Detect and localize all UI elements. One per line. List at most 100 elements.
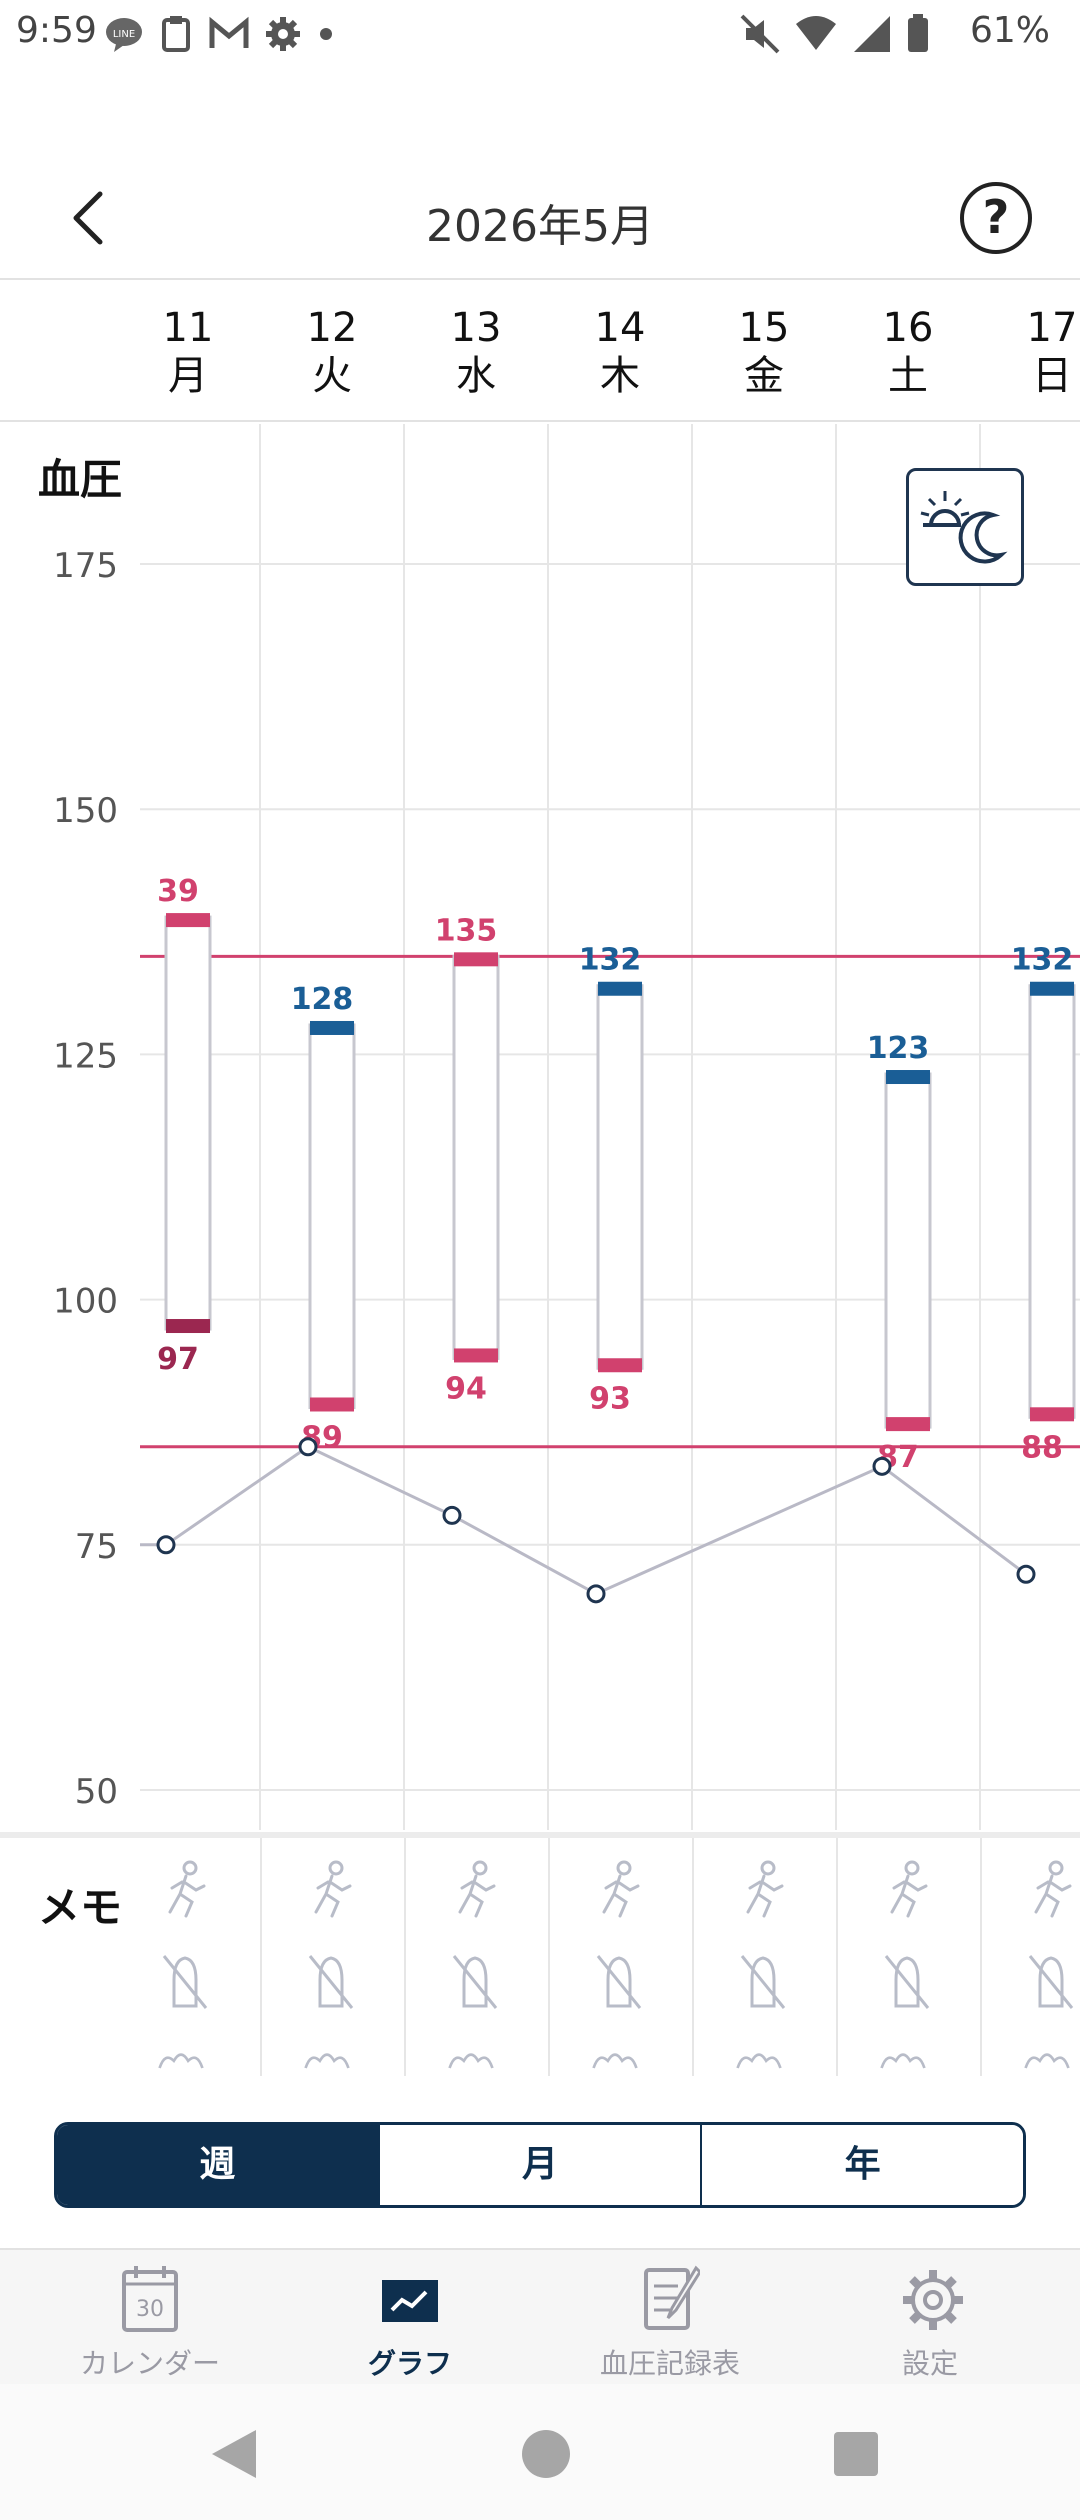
diastolic-marker xyxy=(454,1348,498,1363)
no-salt-icon xyxy=(740,1955,786,2009)
mute-icon xyxy=(740,14,780,54)
calendar-icon: 30 xyxy=(122,2266,178,2332)
bp-range-bar xyxy=(1028,984,1076,1419)
year-tab[interactable]: 年 xyxy=(700,2125,1023,2205)
running-icon xyxy=(458,1860,496,1918)
recents-square-icon[interactable] xyxy=(832,2430,880,2478)
status-time: 9:59 xyxy=(16,10,97,51)
memo-day-column[interactable] xyxy=(116,1838,260,2076)
nav-graph-label: グラフ xyxy=(367,2347,452,2380)
chart-canvas: 1751501251007550399712889135941329312387… xyxy=(53,424,1080,1830)
day-column-header[interactable]: 17 日 xyxy=(1002,304,1080,400)
pulse-point xyxy=(442,1505,462,1525)
nav-calendar[interactable]: 30 カレンダー xyxy=(15,2250,285,2386)
day-weekday: 水 xyxy=(456,353,496,399)
diastolic-marker xyxy=(1030,1407,1074,1422)
pulse-point xyxy=(298,1437,318,1457)
day-number: 16 xyxy=(882,305,934,351)
nav-record-sheet[interactable]: 血圧記録表 xyxy=(535,2250,805,2386)
wifi-icon xyxy=(796,16,836,50)
notification-icons: LINE xyxy=(104,14,336,54)
running-icon xyxy=(746,1860,784,1918)
day-header-row: 11 月 12 火 13 水 14 木 15 金 16 土 17 日 xyxy=(0,282,1080,422)
period-toggle: 週 月 年 xyxy=(54,2122,1026,2208)
food-icon xyxy=(448,2053,494,2069)
day-column-header[interactable]: 13 水 xyxy=(426,304,526,400)
diastolic-marker xyxy=(166,1319,210,1334)
memo-day-column[interactable] xyxy=(548,1838,692,2076)
no-salt-icon xyxy=(162,1955,208,2009)
day-column-header[interactable]: 15 金 xyxy=(714,304,814,400)
systolic-value-label: 132 xyxy=(1011,943,1074,978)
line-icon: LINE xyxy=(106,18,142,52)
no-salt-icon xyxy=(596,1955,642,2009)
day-column-header[interactable]: 14 木 xyxy=(570,304,670,400)
diastolic-marker xyxy=(310,1397,354,1412)
gear-icon xyxy=(903,2270,963,2330)
day-number: 15 xyxy=(738,305,790,351)
no-salt-icon xyxy=(452,1955,498,2009)
y-tick-label: 50 xyxy=(75,1772,118,1812)
header: 2026年5月 ? xyxy=(0,160,1080,280)
help-icon[interactable]: ? xyxy=(960,182,1032,254)
y-tick-label: 150 xyxy=(53,791,118,831)
diastolic-value-label: 97 xyxy=(157,1342,199,1377)
graph-icon xyxy=(382,2280,438,2322)
food-icon xyxy=(1024,2053,1070,2069)
memo-day-column[interactable] xyxy=(692,1838,836,2076)
memo-day-column[interactable] xyxy=(836,1838,980,2076)
settings-icon xyxy=(266,17,300,51)
back-triangle-icon[interactable] xyxy=(206,2426,262,2482)
memo-title: メモ xyxy=(38,1883,123,1932)
nav-graph[interactable]: グラフ xyxy=(275,2250,545,2386)
blood-pressure-chart: 175 150 125 100 75 50 39 97 128 89 135 94 132 93 123 87… xyxy=(0,424,1080,1834)
systolic-value-label: 128 xyxy=(291,982,354,1017)
y-tick-label: 125 xyxy=(53,1036,118,1076)
y-tick-label: 175 xyxy=(53,546,118,586)
day-weekday: 日 xyxy=(1032,353,1072,399)
svg-text:LINE: LINE xyxy=(113,29,135,40)
diastolic-value-label: 88 xyxy=(1021,1430,1063,1465)
systolic-marker xyxy=(598,981,642,996)
systolic-marker xyxy=(166,913,210,928)
pulse-point xyxy=(1016,1564,1036,1584)
systolic-marker xyxy=(1030,981,1074,996)
systolic-value-label: 123 xyxy=(867,1031,930,1066)
status-bar: 9:59 LINE 61% xyxy=(0,0,1080,70)
systolic-marker xyxy=(454,952,498,967)
day-column-header[interactable]: 16 土 xyxy=(858,304,958,400)
nav-settings[interactable]: 設定 xyxy=(795,2250,1065,2386)
chart-title: 血圧 xyxy=(38,455,123,504)
day-number: 11 xyxy=(162,305,214,351)
month-tab[interactable]: 月 xyxy=(377,2125,701,2205)
nav-calendar-label: カレンダー xyxy=(79,2347,220,2380)
home-circle-icon[interactable] xyxy=(518,2426,574,2482)
systolic-value-label: 135 xyxy=(435,913,498,948)
nav-settings-label: 設定 xyxy=(901,2347,958,2380)
no-salt-icon xyxy=(1028,1955,1074,2009)
running-icon xyxy=(314,1860,352,1918)
memo-day-column[interactable] xyxy=(260,1838,404,2076)
day-column-header[interactable]: 12 火 xyxy=(282,304,382,400)
day-number: 14 xyxy=(594,305,646,351)
running-icon xyxy=(890,1860,928,1918)
battery-icon xyxy=(908,14,928,52)
day-number: 17 xyxy=(1026,305,1078,351)
memo-day-column[interactable] xyxy=(980,1838,1080,2076)
food-icon xyxy=(592,2053,638,2069)
week-tab[interactable]: 週 xyxy=(57,2125,378,2205)
day-column-header[interactable]: 11 月 xyxy=(138,304,238,400)
sun-moon-icon[interactable] xyxy=(906,468,1024,586)
food-icon xyxy=(880,2053,926,2069)
diastolic-value-label: 93 xyxy=(589,1381,631,1416)
back-chevron-icon[interactable] xyxy=(60,188,120,248)
pulse-point xyxy=(586,1584,606,1604)
running-icon xyxy=(602,1860,640,1918)
bp-range-bar xyxy=(884,1072,932,1429)
diastolic-value-label: 94 xyxy=(445,1371,487,1406)
no-salt-icon xyxy=(308,1955,354,2009)
bottom-navigation: 30 カレンダー グラフ 血圧記録表 xyxy=(0,2248,1080,2384)
calendar-icon-number: 30 xyxy=(136,2297,164,2322)
memo-day-column[interactable] xyxy=(404,1838,548,2076)
system-status-icons xyxy=(740,14,930,54)
